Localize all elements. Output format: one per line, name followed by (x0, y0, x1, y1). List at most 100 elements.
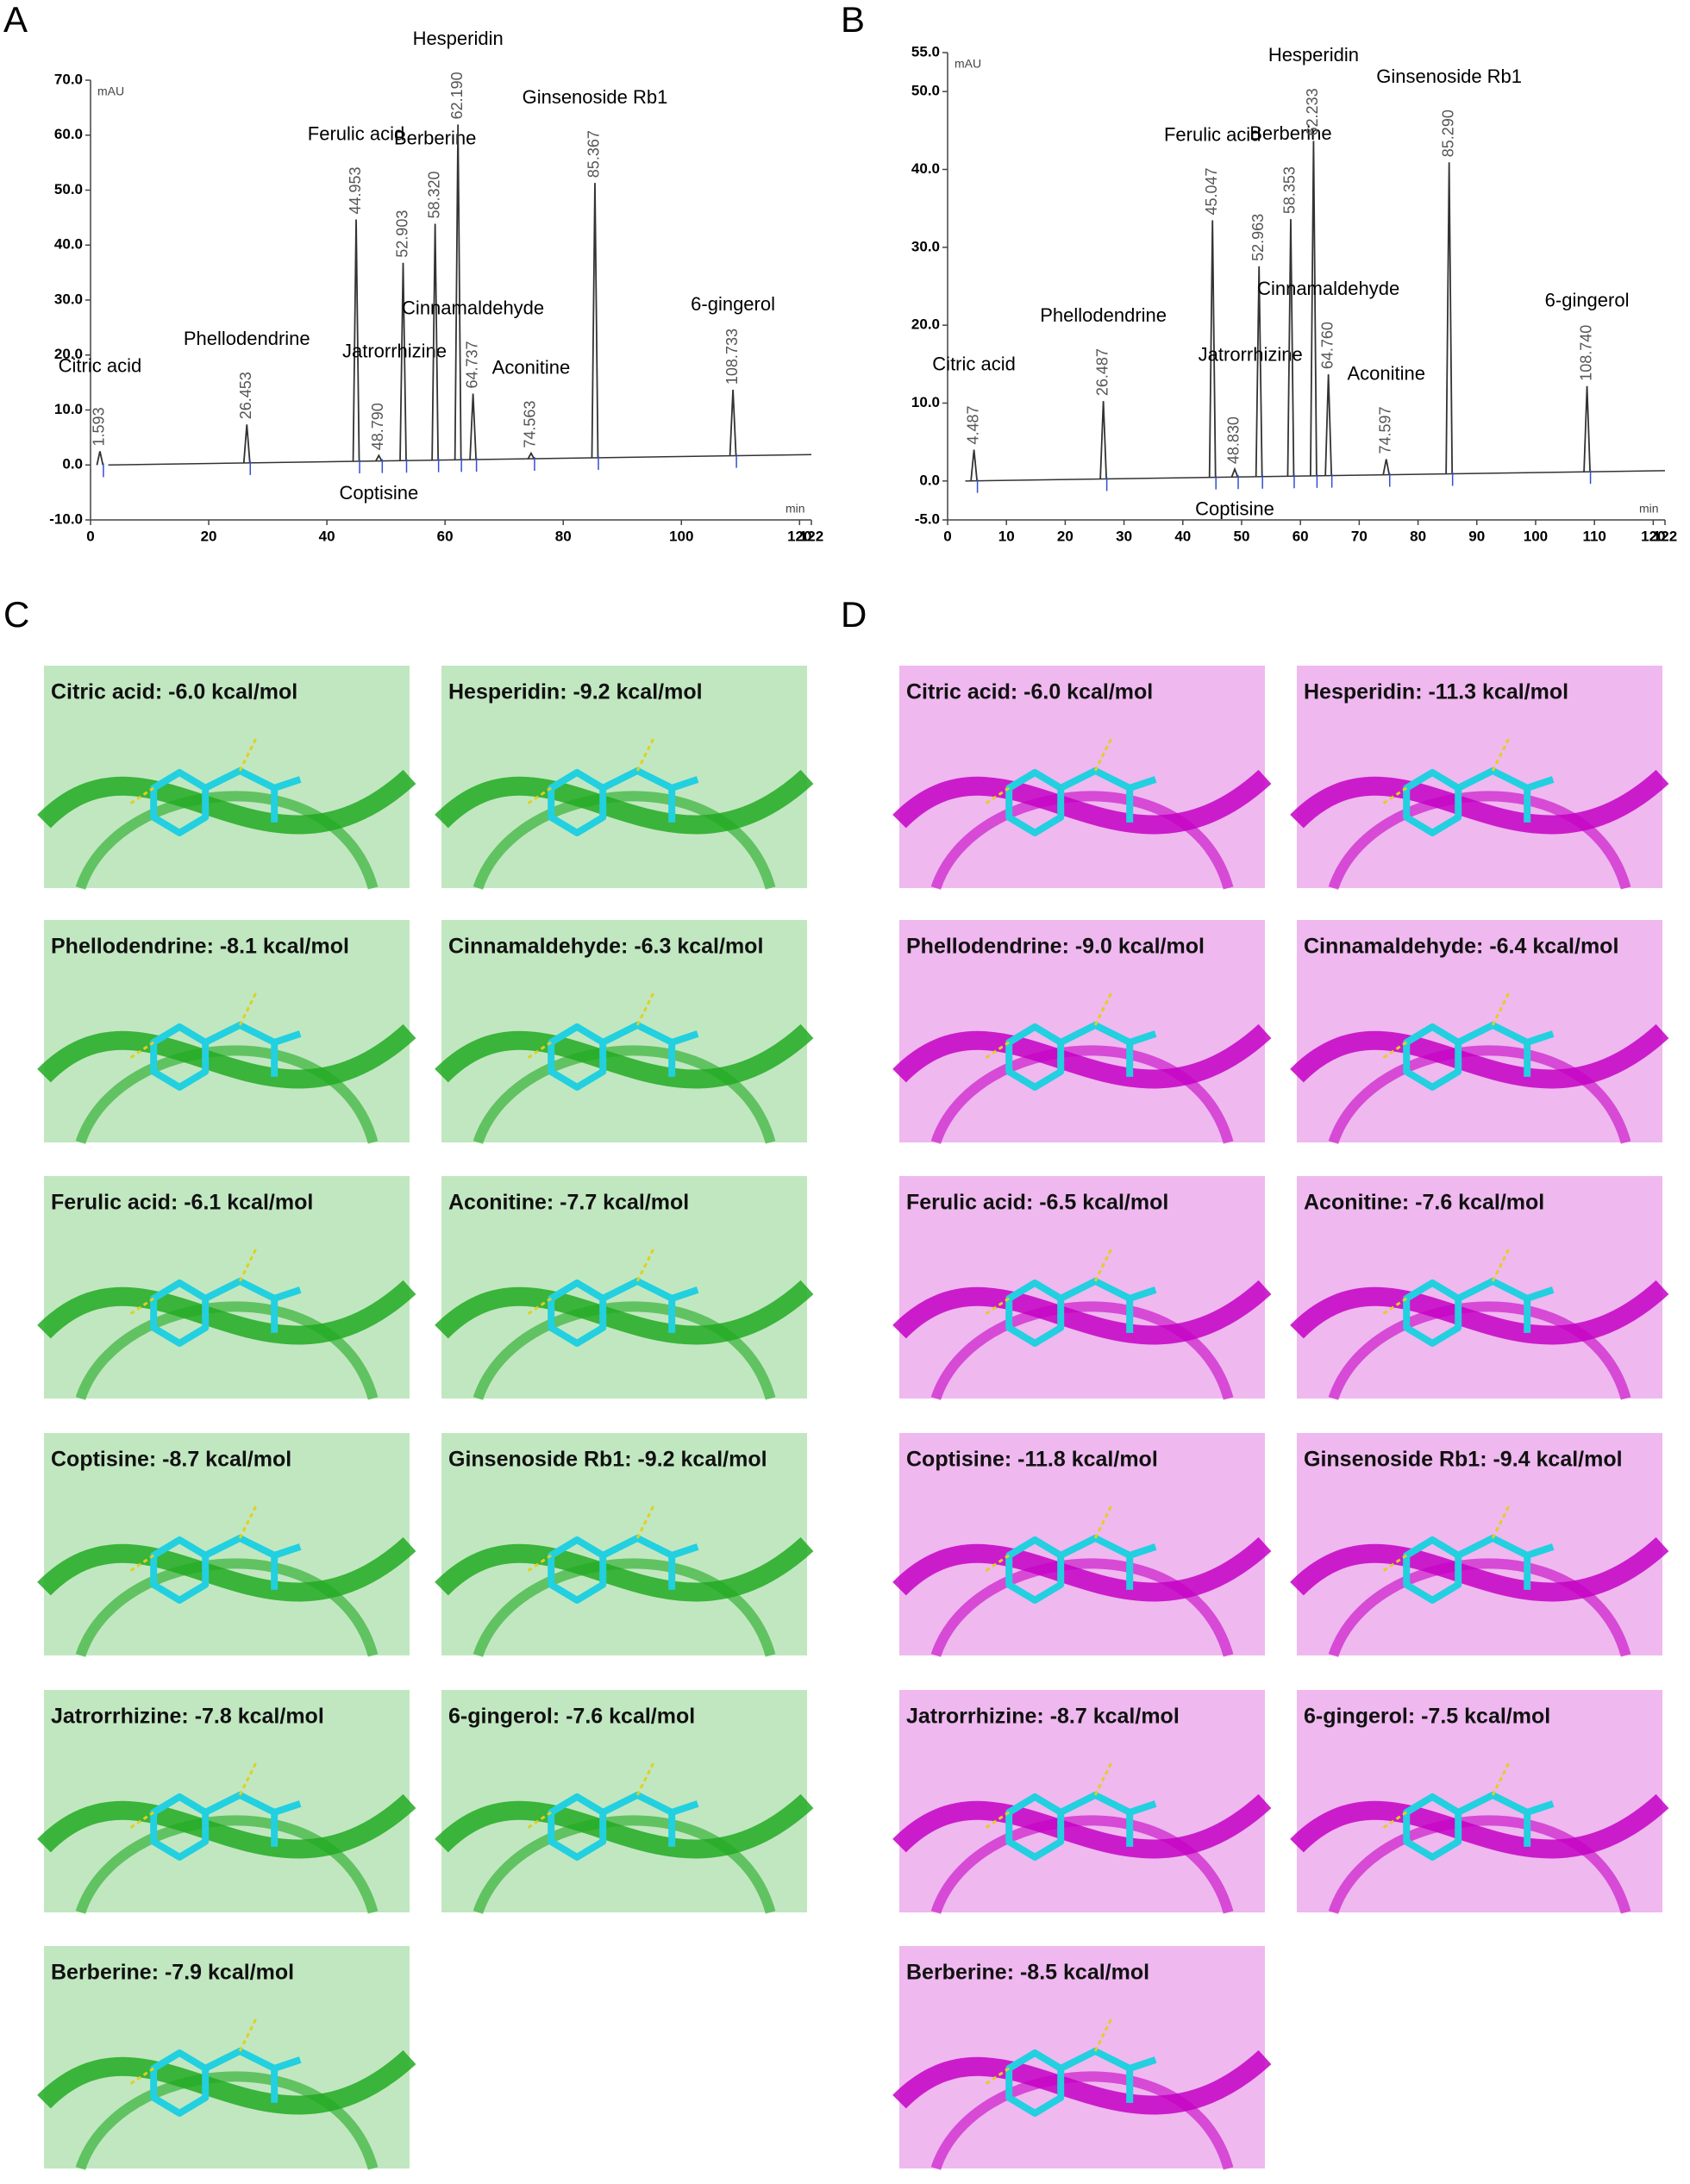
protein-ribbon (473, 1558, 776, 1657)
protein-ribbon (1290, 1023, 1669, 1089)
protein-ribbon (1328, 1301, 1631, 1400)
h-bond (1380, 735, 1512, 807)
x-tick-label: 60 (1293, 528, 1309, 544)
x-tick-label: 40 (1174, 528, 1191, 544)
docking-tile: Berberine: -7.9 kcal/mol (37, 1946, 416, 2170)
compound-label: Cinnamaldehyde (1257, 278, 1399, 299)
peak (591, 183, 599, 458)
h-bond (127, 1246, 259, 1317)
tile-label: Coptisine: -11.8 kcal/mol (906, 1448, 1158, 1472)
y-tick-label: 50.0 (54, 181, 83, 197)
y-tick-label: -5.0 (915, 510, 940, 527)
ligand (1005, 1277, 1157, 1347)
protein-ribbon (892, 1280, 1272, 1345)
compound-label: Ferulic acid (1164, 123, 1261, 145)
protein-ribbon (473, 1045, 776, 1144)
docking-tile: Phellodendrine: -8.1 kcal/mol (37, 920, 416, 1144)
y-tick-label: 20.0 (54, 346, 83, 362)
tile-label: Berberine: -8.5 kcal/mol (906, 1961, 1149, 1985)
ligand (1403, 1277, 1555, 1347)
compound-label: 6-gingerol (691, 293, 775, 315)
compound-label: Jatrorrhizine (1199, 344, 1303, 366)
docking-tile: Phellodendrine: -9.0 kcal/mol (892, 920, 1272, 1144)
retention-time-label: 74.597 (1376, 406, 1393, 454)
protein-ribbon (1328, 1558, 1631, 1657)
y-tick-label: 30.0 (911, 238, 940, 254)
h-bond (982, 1760, 1114, 1831)
protein-ribbon (892, 1793, 1272, 1859)
x-tick-label: 0 (943, 528, 951, 544)
protein-ribbon (473, 791, 776, 890)
protein-ribbon (892, 769, 1272, 835)
ligand (150, 1277, 302, 1347)
peak (1230, 466, 1239, 478)
compound-label: Jatrorrhizine (342, 341, 447, 362)
h-bond (127, 1503, 259, 1574)
retention-time-label: 4.487 (964, 406, 981, 445)
protein-ribbon (75, 1815, 379, 1914)
docking-tile: 6-gingerol: -7.5 kcal/mol (1290, 1690, 1669, 1914)
peak (399, 262, 407, 461)
h-bond (982, 2016, 1114, 2087)
compound-label: Hesperidin (1268, 44, 1359, 66)
docking-tile: Hesperidin: -9.2 kcal/mol (435, 666, 814, 890)
protein-ribbon (930, 791, 1234, 890)
h-bond (524, 1246, 656, 1317)
tile-label: Hesperidin: -11.3 kcal/mol (1304, 680, 1568, 704)
protein-ribbon (473, 1815, 776, 1914)
tile-label: Aconitine: -7.6 kcal/mol (1304, 1191, 1544, 1215)
tile-label: Ferulic acid: -6.1 kcal/mol (51, 1191, 313, 1215)
peak (1208, 220, 1217, 478)
peak (1286, 219, 1295, 477)
protein-ribbon (1290, 1280, 1669, 1345)
compound-label: Phellodendrine (1040, 304, 1167, 326)
protein-ribbon (37, 769, 416, 835)
ligand (1403, 1791, 1555, 1861)
ligand (150, 1534, 302, 1604)
peak (242, 424, 251, 463)
h-bond (524, 990, 656, 1061)
retention-time-label: 108.740 (1577, 325, 1594, 381)
baseline (965, 470, 1666, 482)
ligand (150, 2047, 302, 2117)
tile-label: Citric acid: -6.0 kcal/mol (906, 680, 1153, 704)
y-tick-label: 50.0 (911, 83, 940, 99)
protein-ribbon (75, 1045, 379, 1144)
ligand (1005, 1021, 1157, 1091)
compound-label: Ferulic acid (308, 122, 404, 144)
h-bond (127, 2016, 259, 2087)
peak (469, 393, 478, 460)
x-tick-label: 40 (319, 528, 335, 544)
x-tick-label: 122 (799, 528, 823, 544)
retention-time-label: 62.233 (1304, 88, 1321, 135)
h-bond (1380, 1503, 1512, 1574)
protein-ribbon (37, 2049, 416, 2115)
docking-tile: Hesperidin: -11.3 kcal/mol (1290, 666, 1669, 890)
peak (1324, 374, 1333, 476)
y-tick-label: 40.0 (911, 160, 940, 177)
peak (375, 454, 383, 462)
docking-tile: Cinnamaldehyde: -6.3 kcal/mol (435, 920, 814, 1144)
ligand (1403, 1534, 1555, 1604)
x-tick-label: 80 (555, 528, 572, 544)
h-bond (1380, 1760, 1512, 1831)
compound-label: Citric acid (59, 354, 142, 376)
peak (729, 390, 737, 456)
docking-tile: Citric acid: -6.0 kcal/mol (892, 666, 1272, 890)
y-tick-label: 60.0 (54, 126, 83, 142)
ligand (150, 1021, 302, 1091)
docking-tile: Ferulic acid: -6.5 kcal/mol (892, 1176, 1272, 1400)
protein-ribbon (1328, 791, 1631, 890)
protein-ribbon (37, 1280, 416, 1345)
x-tick-label: 20 (1057, 528, 1073, 544)
ligand (548, 1534, 699, 1604)
tile-label: Cinnamaldehyde: -6.3 kcal/mol (448, 935, 763, 959)
retention-time-label: 52.963 (1249, 214, 1267, 261)
compound-label: Berberine (1249, 122, 1331, 144)
y-tick-label: -10.0 (49, 510, 83, 527)
h-bond (982, 1503, 1114, 1574)
x-tick-label: 60 (437, 528, 454, 544)
y-tick-label: 30.0 (54, 291, 83, 307)
compound-label: Coptisine (339, 482, 418, 504)
ligand (548, 1277, 699, 1347)
